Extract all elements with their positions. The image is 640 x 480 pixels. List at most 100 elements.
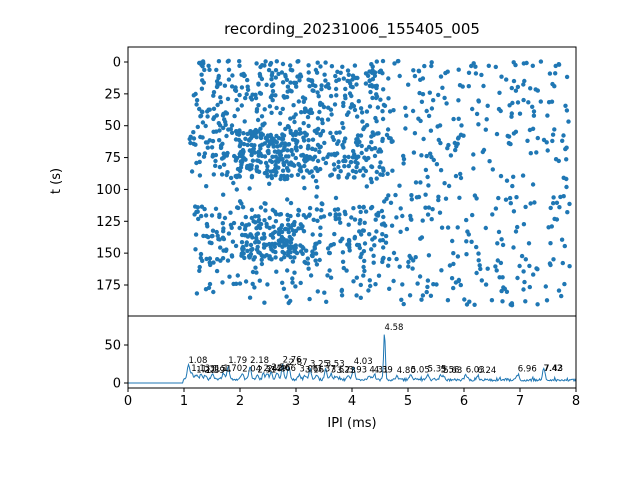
scatter-point bbox=[386, 76, 391, 81]
scatter-point bbox=[427, 90, 432, 95]
scatter-point bbox=[310, 137, 316, 142]
scatter-point bbox=[413, 255, 418, 260]
scatter-point bbox=[270, 70, 275, 76]
scatter-point bbox=[271, 82, 276, 87]
scatter-point bbox=[517, 263, 522, 269]
scatter-point bbox=[199, 204, 205, 209]
scatter-point bbox=[336, 164, 341, 170]
scatter-point bbox=[225, 150, 230, 156]
scatter-point bbox=[272, 244, 277, 249]
scatter-point bbox=[340, 259, 346, 264]
scatter-point bbox=[257, 278, 262, 283]
scatter-point bbox=[346, 154, 351, 160]
scatter-point bbox=[248, 242, 254, 248]
scatter-point bbox=[391, 250, 397, 256]
scatter-point bbox=[425, 284, 430, 290]
scatter-point bbox=[364, 184, 369, 189]
scatter-point bbox=[237, 92, 242, 98]
scatter-point bbox=[530, 104, 535, 110]
scatter-point bbox=[426, 205, 432, 210]
scatter-point bbox=[334, 130, 339, 135]
scatter-point bbox=[279, 229, 285, 235]
scatter-point bbox=[220, 221, 225, 226]
scatter-point bbox=[380, 166, 386, 171]
scatter-point bbox=[508, 141, 513, 147]
scatter-point bbox=[325, 273, 330, 278]
scatter-point bbox=[357, 168, 363, 173]
scatter-point bbox=[242, 73, 247, 78]
scatter-point bbox=[288, 63, 293, 68]
scatter-point bbox=[273, 173, 278, 178]
scatter-point bbox=[359, 150, 364, 156]
scatter-point bbox=[326, 250, 332, 256]
scatter-point bbox=[391, 108, 396, 113]
scatter-point bbox=[451, 285, 456, 291]
scatter-point bbox=[215, 102, 220, 108]
scatter-point bbox=[328, 130, 333, 136]
scatter-point bbox=[305, 256, 310, 261]
scatter-point bbox=[367, 278, 372, 283]
scatter-point bbox=[361, 205, 366, 210]
scatter-point bbox=[243, 95, 248, 101]
scatter-point bbox=[380, 172, 385, 177]
scatter-point bbox=[440, 85, 445, 91]
scatter-point bbox=[201, 233, 206, 239]
scatter-point bbox=[538, 99, 543, 104]
scatter-point bbox=[428, 293, 434, 298]
scatter-point bbox=[244, 92, 249, 97]
scatter-point bbox=[387, 109, 393, 114]
scatter-point bbox=[391, 278, 396, 284]
scatter-point bbox=[451, 251, 456, 256]
scatter-point bbox=[289, 236, 294, 242]
scatter-point bbox=[367, 78, 372, 83]
scatter-point bbox=[360, 228, 366, 233]
scatter-point bbox=[437, 210, 443, 215]
scatter-point bbox=[280, 249, 285, 255]
scatter-point bbox=[515, 84, 521, 90]
scatter-point bbox=[507, 103, 512, 108]
peak-annotation: 1.22 bbox=[196, 365, 215, 375]
scatter-point bbox=[561, 194, 566, 199]
scatter-point bbox=[494, 268, 499, 273]
scatter-point bbox=[198, 251, 204, 257]
scatter-point bbox=[254, 226, 259, 231]
scatter-point bbox=[250, 92, 255, 97]
scatter-point bbox=[352, 236, 357, 241]
scatter-point bbox=[337, 130, 342, 135]
scatter-point bbox=[306, 213, 312, 218]
scatter-point bbox=[423, 167, 429, 173]
scatter-point bbox=[287, 162, 292, 167]
scatter-point bbox=[504, 77, 509, 82]
scatter-point bbox=[237, 153, 243, 159]
scatter-point bbox=[261, 236, 267, 241]
x-tick-label: 1 bbox=[180, 394, 188, 409]
scatter-point bbox=[397, 183, 402, 188]
scatter-point bbox=[370, 237, 375, 242]
scatter-point bbox=[430, 207, 435, 212]
scatter-point bbox=[556, 61, 561, 67]
scatter-point bbox=[288, 246, 293, 251]
scatter-point bbox=[328, 173, 333, 178]
scatter-point bbox=[217, 214, 222, 220]
scatter-point bbox=[347, 242, 352, 247]
scatter-point bbox=[386, 96, 391, 101]
scatter-point bbox=[302, 163, 307, 169]
x-tick-label: 2 bbox=[236, 394, 244, 409]
scatter-point bbox=[313, 67, 319, 73]
scatter-point bbox=[419, 99, 425, 105]
scatter-point bbox=[410, 108, 416, 114]
scatter-point bbox=[297, 167, 302, 173]
scatter-point bbox=[412, 73, 418, 79]
scatter-point bbox=[265, 164, 270, 169]
scatter-point bbox=[372, 146, 378, 151]
scatter-point bbox=[550, 132, 556, 137]
scatter-point bbox=[229, 130, 235, 135]
scatter-point bbox=[319, 87, 324, 92]
scatter-point bbox=[285, 148, 290, 153]
scatter-point bbox=[557, 205, 562, 210]
scatter-point bbox=[500, 299, 505, 304]
scatter-point bbox=[236, 137, 242, 143]
scatter-point bbox=[349, 102, 355, 107]
scatter-point bbox=[262, 121, 267, 126]
scatter-point bbox=[424, 153, 429, 159]
